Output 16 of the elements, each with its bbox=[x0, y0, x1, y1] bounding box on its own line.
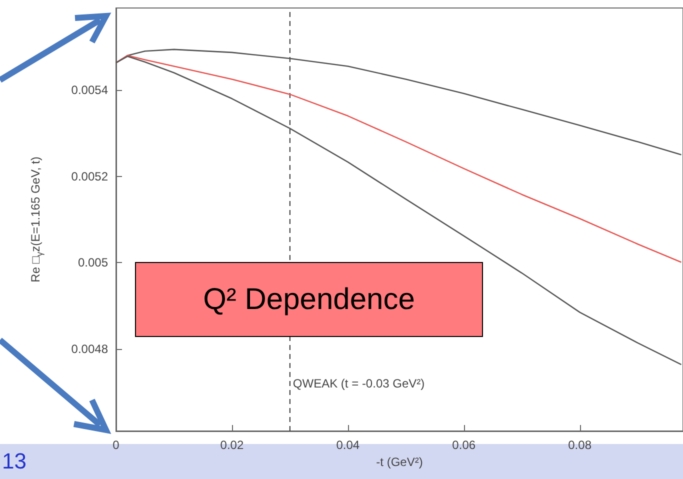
line-series bbox=[115, 54, 682, 263]
y-tick-label: 0.0052 bbox=[71, 169, 108, 184]
callout-box: Q² Dependence bbox=[135, 262, 483, 337]
x-tick-label: 0.08 bbox=[568, 438, 592, 452]
annotation: Q² Dependence bbox=[203, 282, 415, 316]
x-tick-label: 0.06 bbox=[452, 438, 476, 452]
y-tick-label: 0.005 bbox=[78, 256, 108, 270]
text: 13 bbox=[2, 448, 26, 474]
y-tick-label: 0.0054 bbox=[71, 83, 108, 98]
x-tick-label: 0 bbox=[112, 438, 120, 452]
x-tick-label: 0.02 bbox=[220, 438, 244, 452]
y-tick-label: 0.0048 bbox=[71, 342, 108, 356]
x-tick-label: 0.04 bbox=[336, 438, 360, 452]
annotation: QWEAK (t = -0.03 GeV²) bbox=[292, 376, 425, 391]
y-axis-title: Re □γz(E=1.165 GeV, t) bbox=[28, 156, 44, 282]
x-axis-title: -t (GeV²) bbox=[376, 454, 423, 469]
